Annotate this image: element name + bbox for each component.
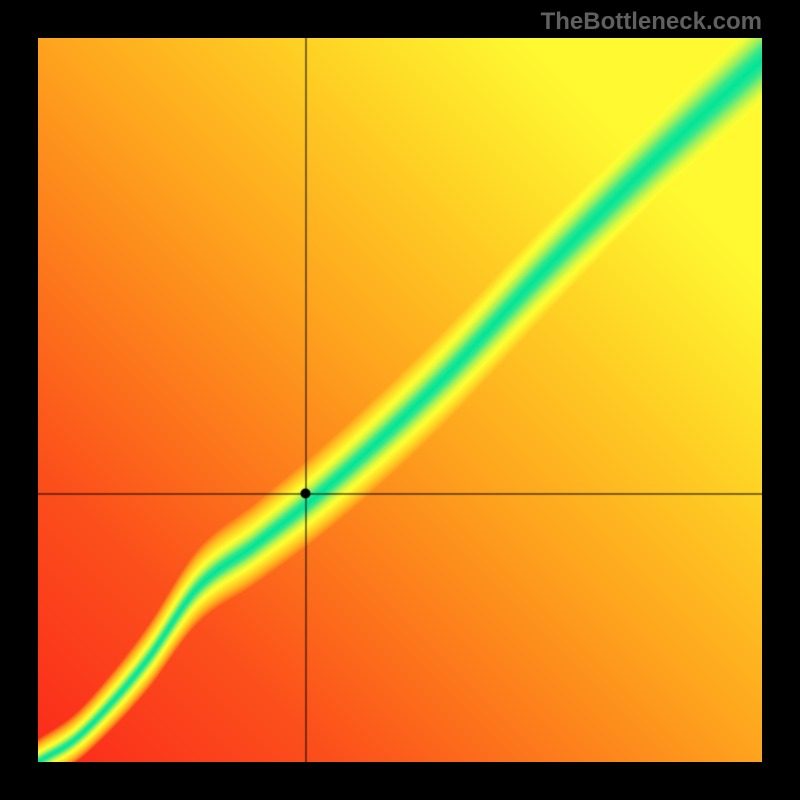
bottleneck-heatmap — [38, 38, 762, 762]
watermark-text: TheBottleneck.com — [541, 8, 762, 36]
